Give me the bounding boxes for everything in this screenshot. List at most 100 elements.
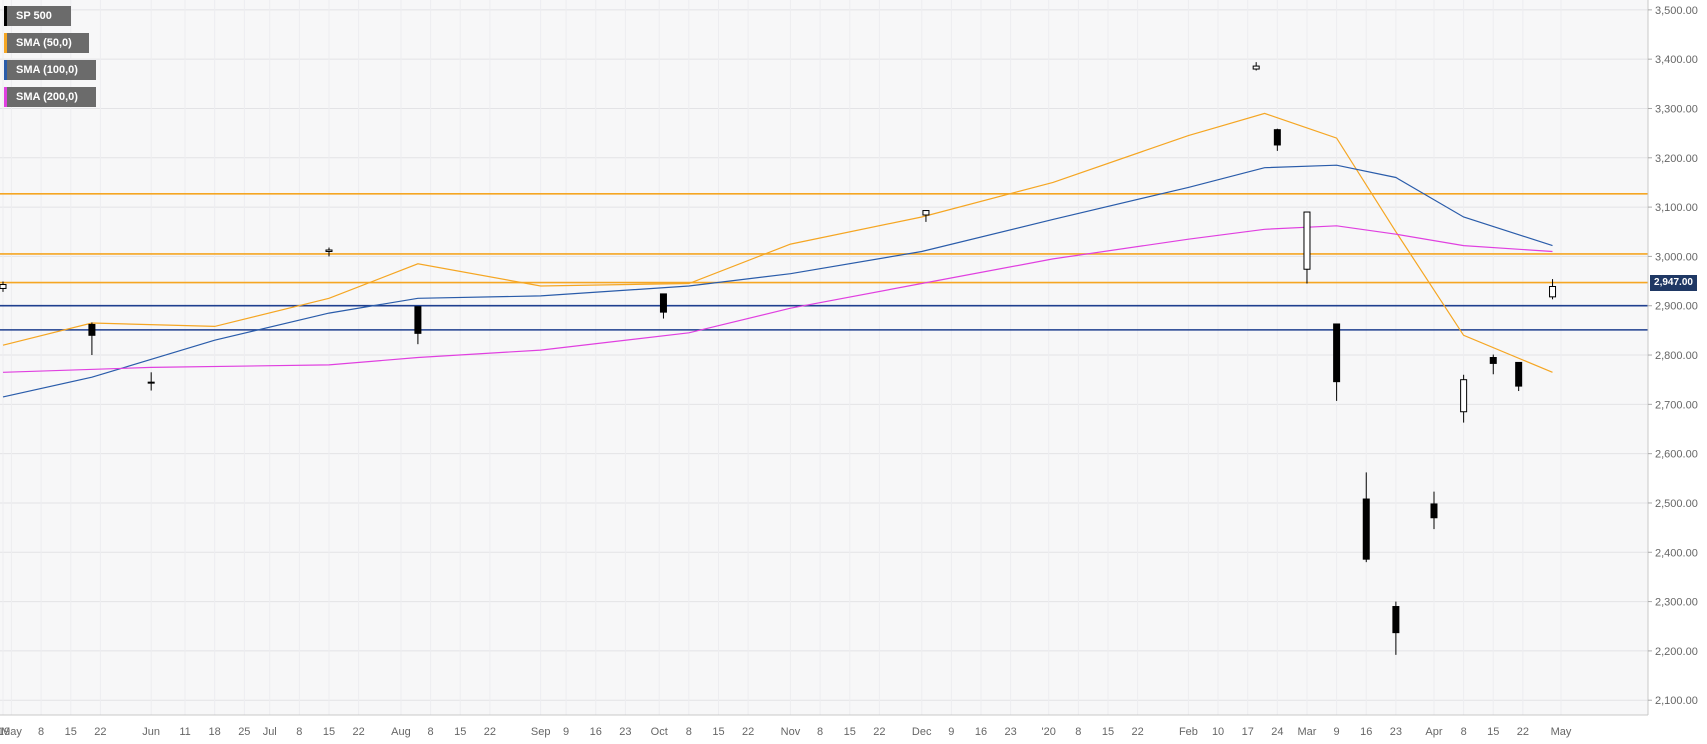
y-tick-label: 2,600.00 [1655,449,1698,461]
x-tick-label: 22 [94,726,106,738]
x-tick-label: 16 [975,726,987,738]
x-tick-label: 15 [712,726,724,738]
candlesticks [0,62,1557,655]
x-tick-label: 17 [1242,726,1254,738]
y-tick-label: 2,500.00 [1655,498,1698,510]
x-tick-label: 8 [817,726,823,738]
y-tick-label: 2,800.00 [1655,350,1698,362]
x-tick-label: 22 [353,726,365,738]
x-tick-label: 23 [1004,726,1016,738]
candle-body [1460,379,1468,413]
candle-body [922,210,930,216]
legend-swatch-sma50 [4,33,7,53]
legend-swatch-sp500 [4,6,7,26]
x-tick-label: 22 [742,726,754,738]
candle-body [659,293,667,313]
x-tick-label: 25 [238,726,250,738]
candle-body [1489,357,1497,364]
x-tick-label: 22 [1517,726,1529,738]
x-tick-label: 9 [1334,726,1340,738]
y-tick-label: 2,100.00 [1655,695,1698,707]
plot-background [0,0,1648,715]
x-tick-label: 9 [948,726,954,738]
x-tick-label: 8 [686,726,692,738]
x-tick-label: Feb [1179,726,1198,738]
y-tick-label: 2,300.00 [1655,597,1698,609]
x-tick-label: '20 [1042,726,1056,738]
x-tick-label: Jul [263,726,277,738]
candle-body [1333,323,1341,383]
sma-line [2,112,1553,373]
legend-label-sma50: SMA (50,0) [16,37,72,49]
candle-body [1303,211,1311,270]
x-axis: '19May81522Jun111825Jul81522Aug81522Sep9… [0,726,1572,738]
x-tick-label: 9 [563,726,569,738]
candle-body [1549,285,1557,298]
x-tick-label: Apr [1425,726,1442,738]
candle-body [1273,129,1281,146]
candle-body [1252,65,1260,70]
x-tick-label: 10 [1212,726,1224,738]
x-tick-label: 8 [1075,726,1081,738]
candle-body [1430,503,1438,519]
x-tick-label: 23 [619,726,631,738]
x-tick-label: 18 [209,726,221,738]
candle-body [88,323,96,336]
x-tick-label: Oct [651,726,668,738]
y-tick-label: 2,400.00 [1655,547,1698,559]
candle-body [1362,498,1370,560]
horizontal-gridlines [0,9,1648,701]
legend-label-sp500: SP 500 [16,10,52,22]
legend-label-sma200: SMA (200,0) [16,91,78,103]
candle-body [1392,606,1400,634]
candle-body [325,249,333,252]
x-tick-label: 15 [1487,726,1499,738]
x-tick-label: Mar [1298,726,1317,738]
x-tick-label: 16 [1360,726,1372,738]
legend-label-sma100: SMA (100,0) [16,64,78,76]
y-tick-label: 2,900.00 [1655,301,1698,313]
legend-swatch-sma100 [4,60,7,80]
x-tick-label: Nov [781,726,801,738]
y-axis: 2,100.00 2,200.00 2,300.00 2,400.00 2,500.00… [1648,5,1698,707]
sma-line [2,164,1553,398]
y-tick-label: 3,000.00 [1655,251,1698,263]
x-tick-label: Dec [912,726,932,738]
x-tick-label: May [1,726,22,738]
y-tick-label: 3,200.00 [1655,153,1698,165]
x-tick-label: '19 [0,726,10,738]
y-tick-label: 3,100.00 [1655,202,1698,214]
x-tick-label: 23 [1390,726,1402,738]
y-tick-label: 3,300.00 [1655,103,1698,115]
x-tick-label: Jun [142,726,160,738]
candle-body [1515,361,1523,387]
vertical-gridlines [2,0,1562,715]
legend-sma50[interactable]: SMA (50,0) [4,33,89,53]
legend-swatch-sma200 [4,87,7,107]
legend-sma100[interactable]: SMA (100,0) [4,60,96,80]
x-tick-label: 8 [38,726,44,738]
x-tick-label: 8 [296,726,302,738]
x-tick-label: 15 [65,726,77,738]
x-tick-label: May [1551,726,1572,738]
legend-sma200[interactable]: SMA (200,0) [4,87,96,107]
sma-line [2,225,1553,373]
x-tick-label: 22 [484,726,496,738]
last-price-tag: 2,947.00 [1650,274,1697,291]
x-tick-label: 15 [323,726,335,738]
x-tick-label: 15 [454,726,466,738]
y-tick-label: 2,700.00 [1655,399,1698,411]
x-tick-label: 8 [1461,726,1467,738]
x-tick-label: 11 [179,726,190,738]
x-tick-label: 16 [590,726,602,738]
y-tick-label: 3,400.00 [1655,54,1698,66]
legend-sp500[interactable]: SP 500 [4,6,71,26]
x-tick-label: Aug [391,726,411,738]
x-tick-label: 15 [1102,726,1114,738]
candle-body [147,381,155,384]
x-tick-label: 24 [1271,726,1283,738]
y-tick-label: 3,500.00 [1655,5,1698,17]
x-tick-label: 15 [844,726,856,738]
x-tick-label: 22 [1132,726,1144,738]
